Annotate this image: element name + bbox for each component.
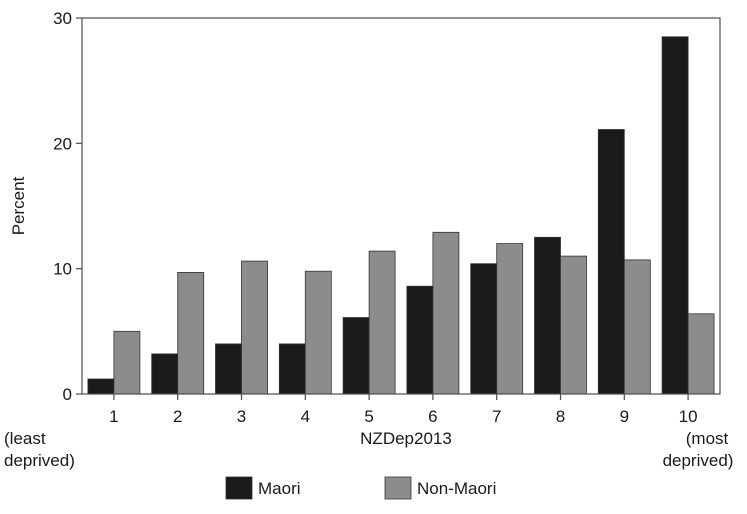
plot-frame: [81, 17, 721, 395]
x-tick-label-8: 8: [556, 407, 565, 426]
bar-maori-4: [278, 343, 306, 395]
x-tick-label-3: 3: [237, 407, 246, 426]
x-tick-sublabel-1-1: deprived): [4, 451, 75, 470]
x-tick-label-5: 5: [364, 407, 373, 426]
x-tick-label-9: 9: [620, 407, 629, 426]
y-tick-label-0: 0: [63, 385, 72, 404]
x-tick-label-10: 10: [679, 407, 698, 426]
x-tick-label-6: 6: [428, 407, 437, 426]
x-axis-label: NZDep2013: [360, 429, 452, 448]
bar-maori-5: [342, 317, 370, 395]
bar-non-maori-4: [304, 270, 332, 395]
x-axis: 1 (least deprived) 2 3 4 5 6 7 8 9 10 (most deprived): [4, 394, 733, 470]
bar-non-maori-6: [432, 231, 460, 395]
bar-maori-1: [87, 378, 115, 395]
y-tick-label-10: 10: [53, 260, 72, 279]
bar-maori-8: [534, 236, 561, 395]
legend-swatch-maori: [225, 476, 253, 500]
x-tick-label-2: 2: [173, 407, 182, 426]
bar-maori-2: [151, 353, 179, 395]
y-tick-label-20: 20: [53, 134, 72, 153]
x-tick-label-1: 1: [109, 407, 118, 426]
legend-swatch-non-maori: [384, 476, 412, 500]
bar-maori-10: [661, 36, 689, 395]
y-tick-label-30: 30: [53, 9, 72, 28]
bar-non-maori-2: [177, 271, 205, 395]
x-tick-label-4: 4: [301, 407, 310, 426]
bar-non-maori-8: [560, 255, 587, 395]
legend-label-non-maori: Non-Maori: [417, 479, 496, 498]
x-tick-label-7: 7: [492, 407, 501, 426]
legend: Maori Non-Maori: [225, 476, 496, 500]
y-axis: 0 10 20 30: [53, 9, 82, 404]
x-tick-sublabel-1-0: (least: [4, 429, 46, 448]
bar-maori-7: [470, 263, 498, 395]
bar-maori-6: [406, 285, 434, 395]
y-axis-label: Percent: [9, 176, 28, 235]
x-tick-sublabel-10-1: deprived): [663, 451, 734, 470]
bar-non-maori-7: [496, 243, 524, 395]
bar-maori-3: [215, 343, 242, 395]
bar-non-maori-10: [687, 313, 715, 395]
bar-non-maori-5: [368, 250, 396, 395]
bar-non-maori-3: [241, 260, 268, 395]
bar-maori-9: [597, 129, 625, 395]
legend-label-maori: Maori: [258, 479, 301, 498]
bar-non-maori-9: [623, 259, 651, 395]
x-tick-sublabel-10-0: (most: [686, 429, 729, 448]
bars-group: [87, 36, 715, 395]
bar-non-maori-1: [113, 330, 141, 395]
